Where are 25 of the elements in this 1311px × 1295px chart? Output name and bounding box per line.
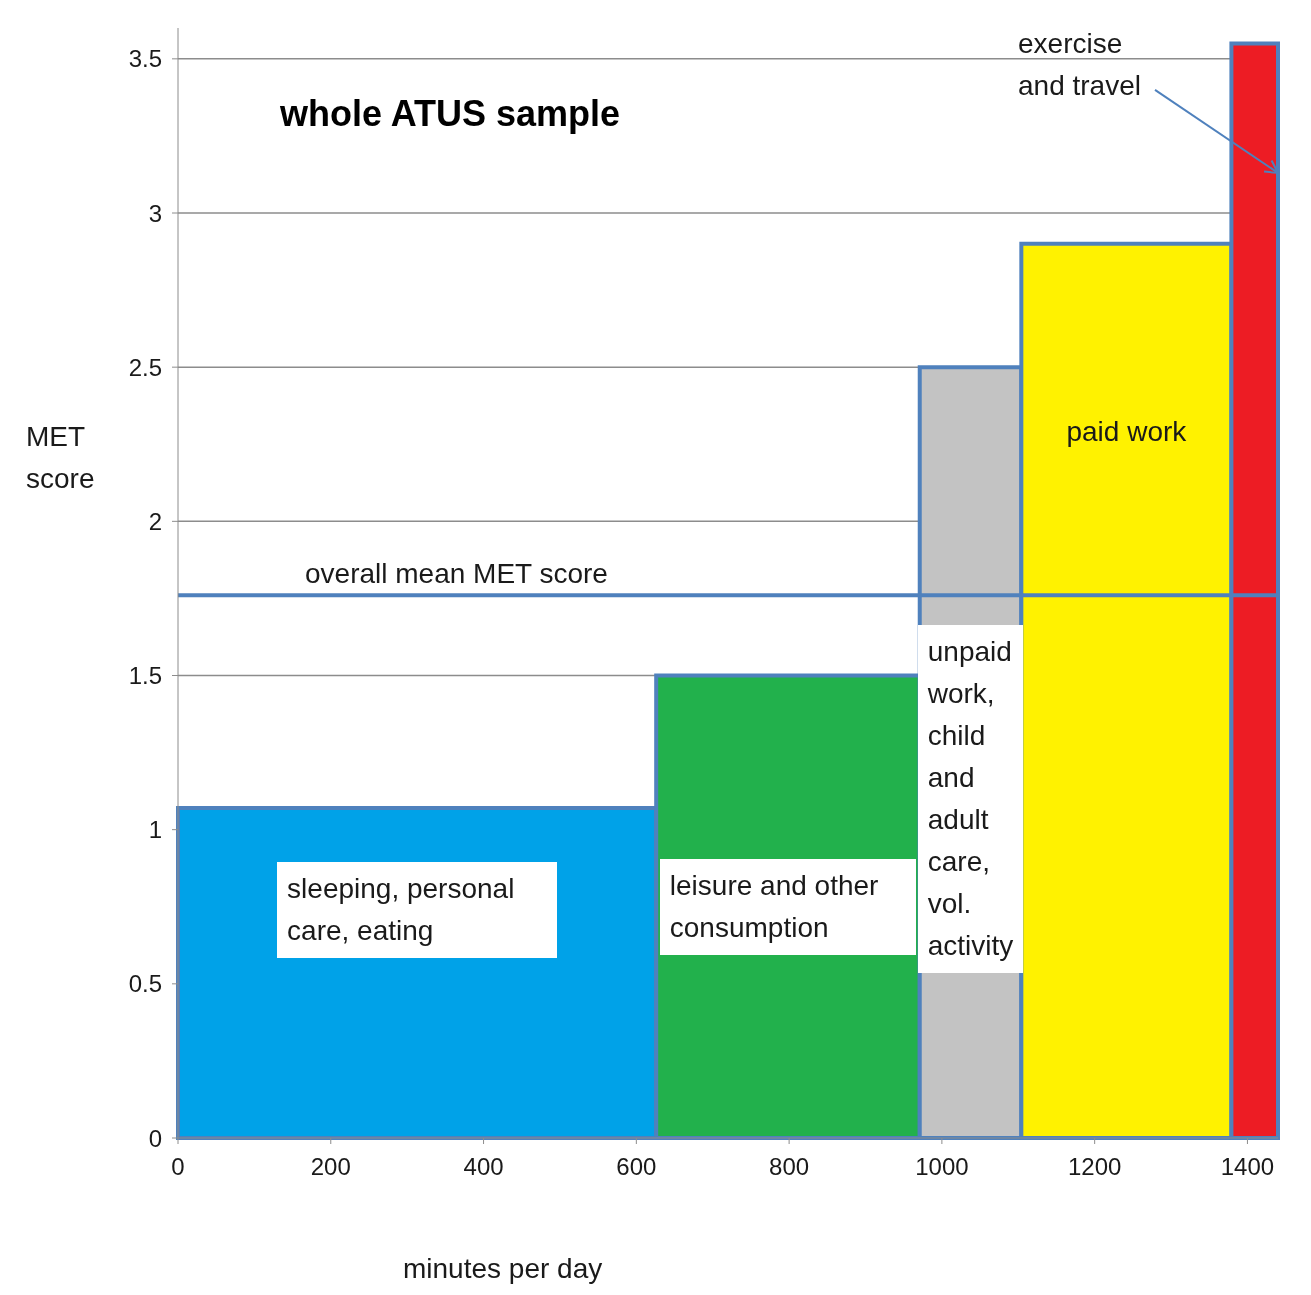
annotation: sleeping, personal care, eating [277,862,558,959]
x-tick-label: 400 [463,1153,504,1181]
y-tick-label: 1 [148,816,162,844]
y-axis-title: MET score [26,420,96,496]
x-tick-label: 200 [310,1153,351,1181]
x-axis-title: minutes per day [403,1253,603,1285]
x-tick-label: 1200 [1067,1153,1122,1181]
annotation: paid work [1065,414,1188,449]
annotation: unpaid work, child and adult care, vol. activity [917,624,1024,973]
y-tick-label: 0 [148,1124,162,1152]
annotation: leisure and other consumption [659,858,917,955]
x-tick-label: 800 [769,1153,810,1181]
ref-line-label: overall mean MET score [305,558,608,590]
y-tick-label: 2.5 [128,353,162,381]
y-tick-label: 1.5 [128,662,162,690]
x-tick-label: 1000 [915,1153,969,1181]
annotation: exercise and travel [1018,26,1142,103]
y-tick-label: 0.5 [128,970,162,998]
y-tick-label: 3.5 [128,45,162,73]
y-tick-label: 3 [148,199,162,227]
text: whole ATUS sample [280,93,621,135]
x-tick-label: 600 [616,1153,657,1181]
x-tick-label: 0 [171,1153,185,1181]
x-tick-label: 1400 [1220,1153,1275,1181]
y-tick-label: 2 [148,507,162,535]
